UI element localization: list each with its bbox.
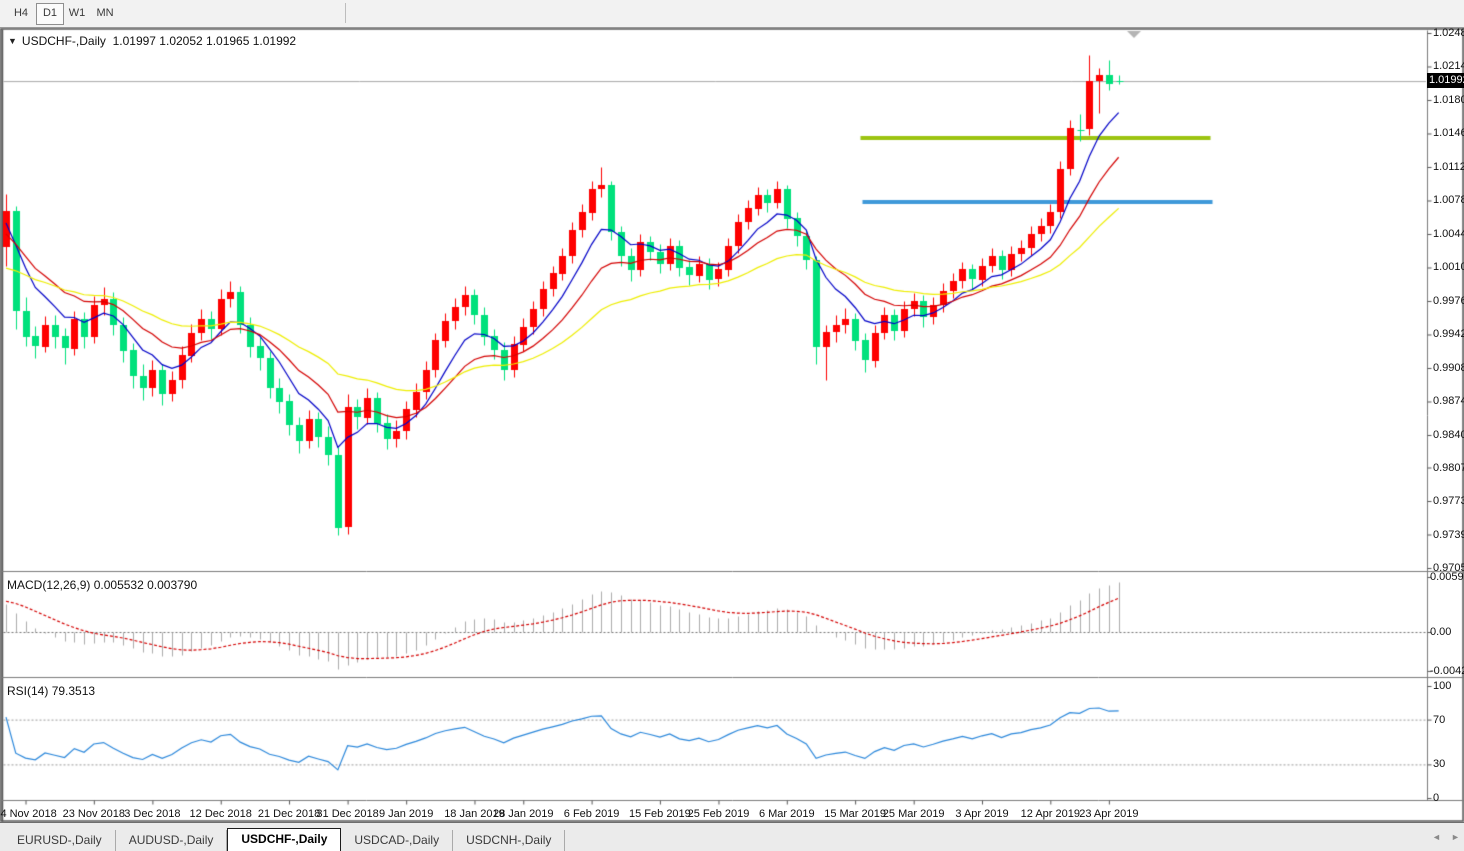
rsi-axis-label: 70	[1433, 713, 1446, 726]
price-axis-label: 1.02480	[1433, 27, 1464, 39]
macd-axis-label: 0.005997	[1430, 570, 1464, 583]
price-axis-label: 1.01460	[1433, 127, 1464, 140]
chart-tab-usdchf[interactable]: USDCHF-,Daily	[227, 828, 342, 851]
date-axis-label: 9 Jan 2019	[378, 808, 434, 820]
price-axis-label: 1.01120	[1433, 160, 1464, 173]
tab-scroll-left-icon[interactable]: ◄	[1432, 832, 1441, 842]
timeframe-button-w1[interactable]: W1	[68, 7, 86, 19]
rsi-axis-label: 0	[1433, 792, 1440, 804]
chart-tab-usdcnh[interactable]: USDCNH-,Daily	[453, 830, 566, 851]
macd-indicator-label: MACD(12,26,9) 0.005532 0.003790	[7, 578, 198, 592]
collapse-indicator-icon[interactable]: ▼	[8, 36, 17, 46]
date-axis-label: 15 Mar 2019	[824, 808, 886, 820]
date-axis-label: 14 Nov 2018	[0, 808, 57, 820]
date-axis-label: 15 Feb 2019	[629, 808, 691, 820]
chart-ohlc-values: 1.01997 1.02052 1.01965 1.01992	[112, 34, 297, 48]
date-axis-label: 3 Apr 2019	[955, 808, 1009, 820]
current-price-box: 1.01992	[1427, 73, 1464, 89]
price-axis-label: 1.02140	[1433, 60, 1464, 73]
date-axis-label: 25 Mar 2019	[882, 808, 945, 820]
price-axis-label: 1.01800	[1433, 93, 1464, 106]
chart-window: ▼ USDCHF-,Daily 1.01997 1.02052 1.01965 1…	[0, 27, 1464, 822]
timeframe-button-mn[interactable]: MN	[96, 7, 114, 19]
date-axis-label: 21 Dec 2018	[257, 808, 321, 820]
timeframe-button-h4[interactable]: H4	[13, 7, 29, 19]
date-axis-label: 23 Apr 2019	[1079, 808, 1139, 820]
rsi-axis-label: 100	[1433, 680, 1452, 692]
price-axis-label: 1.00440	[1433, 227, 1464, 240]
chart-symbol-label: USDCHF-,Daily	[21, 34, 106, 48]
price-chart-canvas[interactable]	[0, 28, 1464, 822]
rsi-indicator-label: RSI(14) 79.3513	[7, 684, 96, 698]
date-axis-label: 12 Dec 2018	[189, 808, 252, 820]
chart-title: ▼ USDCHF-,Daily 1.01997 1.02052 1.01965 1…	[8, 34, 296, 48]
timeframe-button-d1[interactable]: D1	[36, 3, 64, 25]
date-axis-label: 12 Apr 2019	[1020, 808, 1080, 820]
rsi-axis-label: 30	[1433, 758, 1446, 771]
date-axis-label: 23 Nov 2018	[62, 808, 126, 820]
macd-axis-label: -0.004244	[1430, 664, 1464, 677]
date-axis-label: 25 Feb 2019	[687, 808, 750, 820]
date-axis-label: 18 Jan 2019	[444, 808, 505, 820]
date-axis-label: 31 Dec 2018	[316, 808, 379, 820]
toolbar-separator	[345, 3, 346, 23]
date-axis-label: 28 Jan 2019	[492, 808, 554, 820]
chart-tab-bar: EURUSD-,Daily AUDUSD-,Daily USDCHF-,Daily U…	[0, 822, 1464, 851]
tab-scroll-right-icon[interactable]: ►	[1451, 832, 1460, 842]
chart-tab-eurusd[interactable]: EURUSD-,Daily	[4, 830, 116, 851]
macd-axis-label: 0.00	[1430, 626, 1452, 638]
date-axis-label: 6 Mar 2019	[758, 808, 815, 820]
timeframe-toolbar: H4 D1 W1 MN	[0, 0, 1464, 28]
chart-tab-usdcad[interactable]: USDCAD-,Daily	[341, 830, 454, 851]
date-axis-label: 3 Dec 2018	[124, 808, 181, 820]
price-axis-label: 1.00780	[1433, 194, 1464, 207]
date-axis-label: 6 Feb 2019	[563, 808, 620, 820]
chart-tab-audusd[interactable]: AUDUSD-,Daily	[116, 830, 228, 851]
